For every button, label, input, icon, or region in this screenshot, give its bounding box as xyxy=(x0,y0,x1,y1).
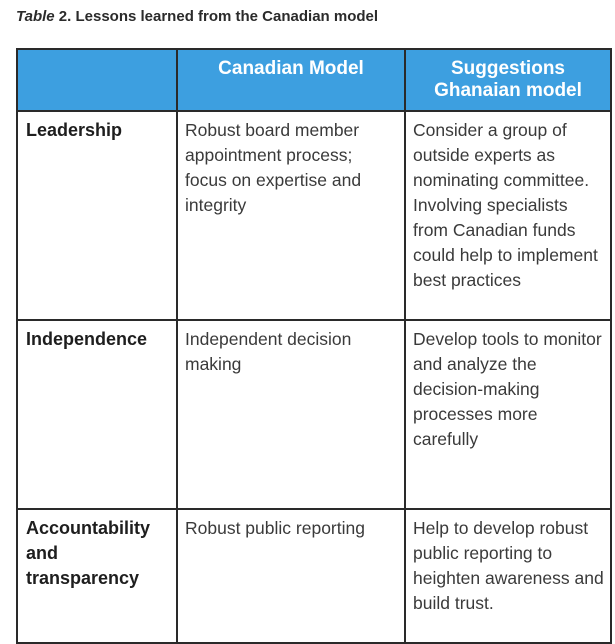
lessons-table: Canadian Model Suggestions Ghanaian mode… xyxy=(16,48,612,644)
caption-title: 2. Lessons learned from the Canadian mod… xyxy=(54,8,379,25)
table-header-row: Canadian Model Suggestions Ghanaian mode… xyxy=(16,48,612,112)
table-row: Leadership Robust board member appointme… xyxy=(16,110,612,321)
table-caption: Table 2. Lessons learned from the Canadi… xyxy=(16,8,378,25)
table-row: Independence Independent decision making… xyxy=(16,319,612,510)
cell-canadian-independence: Independent decision making xyxy=(176,319,406,510)
cell-ghanaian-leadership: Consider a group of outside experts as n… xyxy=(404,110,612,321)
caption-label: Table xyxy=(16,8,55,25)
cell-ghanaian-accountability: Help to develop robust public reporting … xyxy=(404,508,612,644)
cell-ghanaian-independence: Develop tools to monitor and analyze the… xyxy=(404,319,612,510)
header-cell-ghanaian-suggestions: Suggestions Ghanaian model xyxy=(404,48,612,112)
row-label-leadership: Leadership xyxy=(16,110,178,321)
cell-canadian-leadership: Robust board member appointment process;… xyxy=(176,110,406,321)
row-label-independence: Independence xyxy=(16,319,178,510)
cell-canadian-accountability: Robust public reporting xyxy=(176,508,406,644)
header-cell-empty xyxy=(16,48,178,112)
row-label-accountability: Accountability and transparency xyxy=(16,508,178,644)
header-cell-canadian-model: Canadian Model xyxy=(176,48,406,112)
table-row: Accountability and transparency Robust p… xyxy=(16,508,612,644)
